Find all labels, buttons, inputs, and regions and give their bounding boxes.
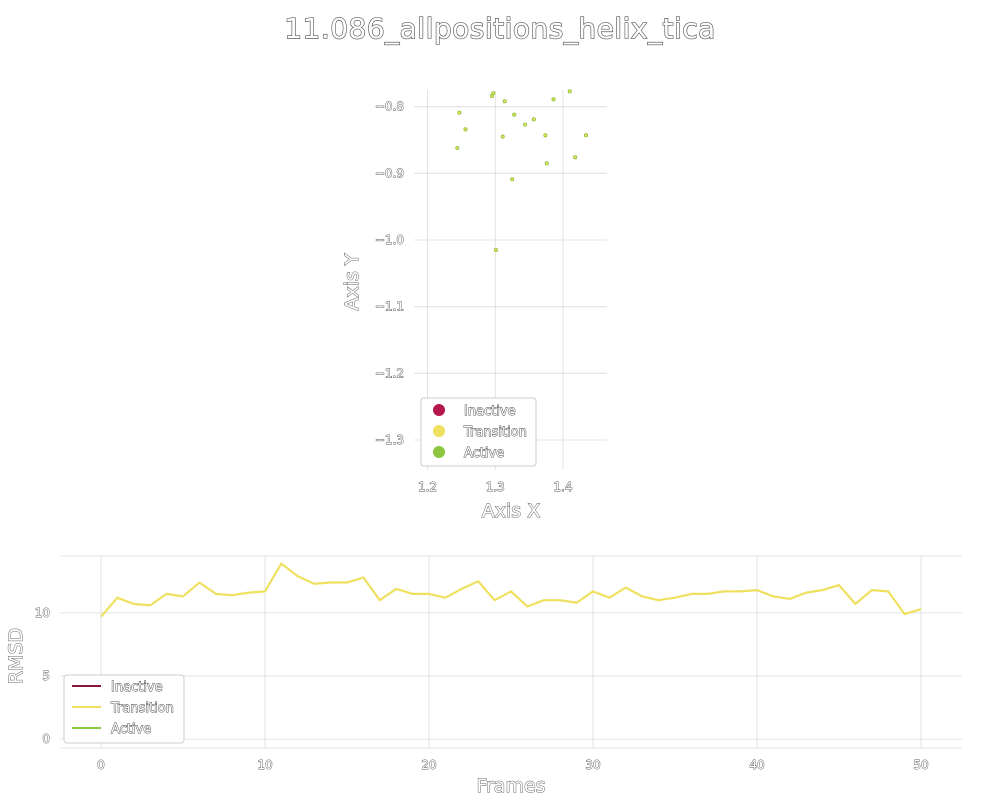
scatter-points bbox=[455, 89, 589, 253]
scatter-legend-marker bbox=[433, 446, 445, 458]
scatter-legend-label: Inactive bbox=[464, 404, 516, 419]
scatter-legend-label: Transition bbox=[463, 425, 527, 440]
line-y-ticks: 0 5 10 bbox=[34, 605, 50, 746]
scatter-legend-box bbox=[420, 397, 537, 467]
scatter-point bbox=[583, 133, 589, 138]
scatter-point bbox=[544, 161, 549, 166]
chart-title: 11.086_allpositions_helix_tica bbox=[284, 12, 716, 45]
scatter-point bbox=[455, 145, 460, 151]
scatter-y-ticks: −0.8 −0.9 −1.0 −1.1 −1.2 −1.3 bbox=[374, 99, 404, 447]
line-x-tick-label: 30 bbox=[585, 758, 600, 772]
scatter-y-tick-label: −0.9 bbox=[375, 166, 404, 180]
scatter-legend-marker bbox=[433, 425, 445, 437]
scatter-point bbox=[491, 91, 496, 96]
line-y-tick-label: 0 bbox=[42, 732, 50, 746]
scatter-x-axis-label: Axis X bbox=[482, 500, 540, 522]
line-x-axis-label: Frames bbox=[476, 775, 545, 797]
scatter-x-ticks: 1.2 1.3 1.4 bbox=[418, 480, 573, 495]
scatter-panel: 1.2 1.3 1.4 −0.8 −0.9 −1.0 −1.1 −1.2 −1.3 Axis … bbox=[341, 89, 607, 523]
line-panel: 0 10 20 30 40 50 0 5 10 Frames RMSD Inactive Tra… bbox=[5, 555, 962, 798]
scatter-y-tick-label: −1.2 bbox=[375, 366, 404, 380]
scatter-x-tick-label: 1.3 bbox=[486, 480, 505, 494]
scatter-point bbox=[510, 177, 515, 182]
scatter-point bbox=[502, 99, 507, 104]
scatter-point bbox=[463, 127, 468, 132]
line-legend-label: Transition bbox=[110, 701, 174, 716]
scatter-point bbox=[500, 134, 505, 139]
scatter-point bbox=[567, 89, 572, 94]
scatter-x-tick-label: 1.2 bbox=[418, 480, 437, 494]
line-x-tick-label: 20 bbox=[421, 758, 436, 772]
scatter-point bbox=[512, 112, 517, 117]
scatter-y-tick-label: −1.0 bbox=[375, 233, 404, 247]
line-x-tick-label: 10 bbox=[257, 758, 272, 772]
line-series-group bbox=[100, 562, 922, 618]
scatter-point bbox=[523, 122, 528, 127]
line-x-tick-label: 50 bbox=[913, 758, 928, 772]
line-grid bbox=[60, 555, 962, 749]
line-x-tick-label: 40 bbox=[749, 758, 764, 772]
scatter-point bbox=[551, 97, 556, 102]
scatter-legend-label: Active bbox=[464, 446, 504, 461]
line-y-axis-label: RMSD bbox=[5, 628, 27, 684]
line-legend-label: Inactive bbox=[111, 680, 163, 695]
line-y-tick-label: 10 bbox=[35, 606, 50, 620]
scatter-legend-marker bbox=[433, 404, 445, 416]
scatter-y-axis-label: Axis Y bbox=[341, 253, 363, 310]
line-y-tick-label: 5 bbox=[42, 669, 50, 683]
line-x-tick-label: 0 bbox=[97, 758, 105, 772]
line-legend-box bbox=[63, 674, 185, 744]
line-legend: Inactive Transition Active bbox=[63, 674, 185, 744]
scatter-x-tick-label: 1.4 bbox=[553, 480, 572, 494]
scatter-legend: Inactive Transition Active bbox=[420, 397, 537, 467]
scatter-point bbox=[543, 133, 548, 138]
scatter-point bbox=[493, 247, 498, 253]
scatter-y-tick-label: −1.3 bbox=[375, 433, 404, 447]
scatter-point bbox=[457, 110, 462, 115]
scatter-y-tick-label: −0.8 bbox=[375, 100, 404, 114]
line-x-ticks: 0 10 20 30 40 50 bbox=[97, 758, 929, 773]
line-series-transition bbox=[100, 562, 922, 618]
scatter-y-tick-label: −1.1 bbox=[375, 300, 404, 314]
scatter-point bbox=[531, 117, 536, 122]
line-legend-label: Active bbox=[111, 722, 151, 737]
scatter-point bbox=[573, 155, 578, 160]
